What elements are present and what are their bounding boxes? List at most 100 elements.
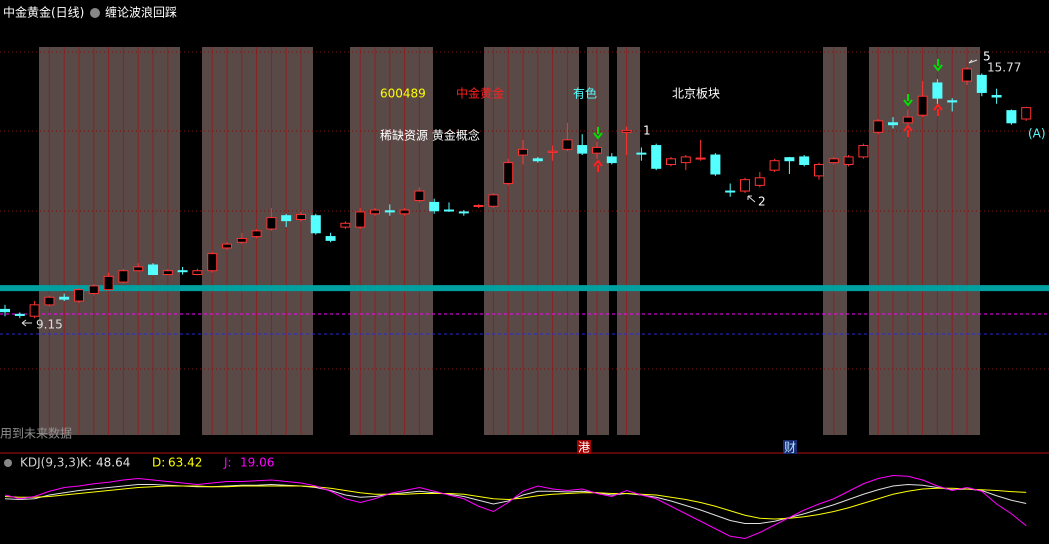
- candle-body: [740, 179, 750, 192]
- candle-body: [281, 215, 292, 222]
- annotation: 用到未来数据: [0, 426, 72, 441]
- legend-name: D:: [152, 456, 165, 470]
- annotation: 有色: [573, 87, 597, 101]
- pointer: [968, 59, 978, 64]
- dropdown-icon[interactable]: [90, 8, 100, 18]
- candle-body: [384, 210, 395, 213]
- annotation: 2: [758, 195, 766, 209]
- annotation: 1: [643, 124, 651, 138]
- candle-body: [888, 122, 898, 126]
- candle-body: [236, 237, 247, 243]
- down-arrow: [593, 127, 603, 140]
- band: [484, 47, 579, 435]
- candle-body: [799, 156, 810, 166]
- candle-body: [429, 201, 440, 212]
- candle-body: [192, 270, 203, 275]
- candle-body: [399, 209, 410, 215]
- up-arrow: [593, 159, 603, 172]
- candle-body: [991, 94, 1002, 98]
- candle-body: [976, 74, 987, 93]
- candle-body: [310, 215, 321, 234]
- candle-body: [88, 285, 99, 294]
- candle-body: [1006, 110, 1017, 124]
- candle-body: [162, 270, 173, 275]
- candle-body: [962, 68, 972, 82]
- candle-body: [680, 156, 691, 164]
- candle-body: [577, 145, 588, 154]
- band: [202, 47, 313, 435]
- candle-body: [695, 157, 706, 160]
- annotation: 财: [784, 441, 796, 455]
- annotation: 北京板块: [672, 87, 720, 101]
- candle-body: [902, 116, 913, 124]
- candle-body: [325, 236, 336, 241]
- candle-body: [621, 129, 632, 133]
- band: [587, 47, 609, 435]
- candle-body: [444, 209, 454, 212]
- band: [823, 47, 847, 435]
- candle-body: [340, 222, 351, 228]
- candle-body: [59, 296, 70, 300]
- panel-icon: [4, 459, 12, 467]
- candle-body: [784, 157, 795, 162]
- candle-body: [873, 120, 884, 133]
- indicator-name[interactable]: 缠论波浪回踩: [105, 5, 177, 20]
- candle-body: [636, 152, 647, 155]
- legend-value: 63.42: [168, 456, 202, 470]
- candle-body: [207, 253, 218, 272]
- highlight-bands: [0, 47, 1049, 435]
- annotation: 600489: [380, 87, 426, 101]
- annotation: (A): [1028, 127, 1046, 141]
- candle-body: [725, 190, 736, 193]
- candle-body: [1021, 107, 1032, 120]
- candle-body: [947, 100, 958, 103]
- legend-value: 19.06: [240, 456, 274, 470]
- annotation: 5: [983, 50, 991, 64]
- legend-name: J:: [223, 456, 232, 470]
- candle-body: [296, 214, 306, 221]
- candle-body: [828, 158, 839, 164]
- candle-body: [355, 211, 366, 228]
- candle-body: [562, 139, 573, 150]
- candle-body: [518, 148, 528, 156]
- kdj-line: [4, 474, 1027, 540]
- candle-body: [177, 270, 188, 273]
- candle-body: [266, 217, 277, 230]
- kdj-line: [4, 485, 1027, 520]
- candle-body: [14, 313, 25, 316]
- signal-arrows: [21, 59, 978, 454]
- candle-body: [547, 150, 558, 153]
- candle-body: [754, 177, 765, 186]
- down-arrow: [933, 59, 943, 72]
- candle-body: [710, 154, 721, 175]
- candle-body: [103, 275, 114, 291]
- pointer: [21, 319, 32, 327]
- candle-body: [769, 160, 780, 171]
- band: [617, 47, 640, 435]
- band: [350, 47, 433, 435]
- down-arrow: [903, 94, 913, 107]
- candle-body: [503, 162, 514, 184]
- panel-title: KDJ(9,3,3): [20, 456, 81, 470]
- candle-body: [370, 209, 380, 215]
- candle-body: [29, 304, 40, 317]
- candle-body: [651, 145, 662, 169]
- candle-body: [0, 308, 10, 313]
- candle-body: [74, 289, 84, 302]
- up-arrow: [933, 103, 943, 116]
- candle-body: [44, 296, 55, 306]
- annotation: 稀缺资源 黄金概念: [380, 128, 480, 143]
- candle-body: [606, 156, 617, 164]
- candle-body: [592, 146, 602, 154]
- candle-body: [666, 158, 676, 166]
- price-label: 15.77: [987, 61, 1021, 75]
- candle-body: [251, 230, 262, 238]
- tag-box: [577, 440, 591, 454]
- annotation: 中金黄金: [456, 86, 504, 101]
- candle-body: [222, 243, 232, 249]
- candle-body: [858, 145, 869, 158]
- pointer: [747, 195, 756, 203]
- legend-value: 48.64: [96, 456, 130, 470]
